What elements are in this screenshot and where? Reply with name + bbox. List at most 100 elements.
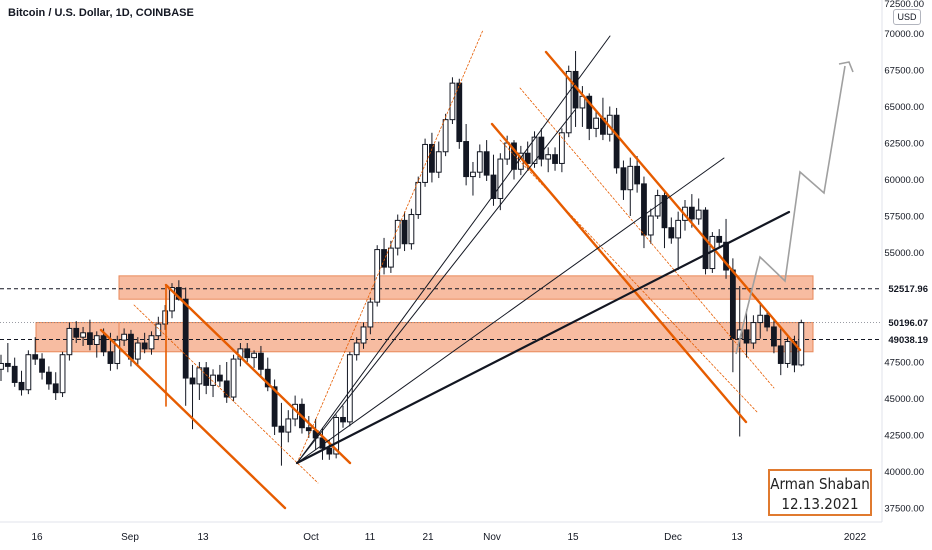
candle[interactable] xyxy=(627,157,634,216)
candle[interactable] xyxy=(230,354,237,402)
candle[interactable] xyxy=(18,370,25,396)
candle-body-up xyxy=(360,326,367,344)
candle[interactable] xyxy=(784,337,791,368)
candle-body-up xyxy=(210,374,216,386)
candle[interactable] xyxy=(360,322,367,349)
candle[interactable] xyxy=(695,198,702,225)
candle[interactable] xyxy=(258,345,264,377)
candle[interactable] xyxy=(723,218,729,279)
candle[interactable] xyxy=(121,328,128,346)
candle[interactable] xyxy=(182,287,189,406)
candle[interactable] xyxy=(798,319,805,367)
candle[interactable] xyxy=(647,208,654,244)
candle[interactable] xyxy=(169,283,175,319)
candle-body-up xyxy=(148,335,155,350)
currency-button[interactable]: USD xyxy=(893,9,921,25)
candle-body-down xyxy=(100,335,107,353)
candle[interactable] xyxy=(59,351,66,398)
time-tick-label: Oct xyxy=(303,532,319,543)
candle[interactable] xyxy=(470,161,476,196)
candle[interactable] xyxy=(757,303,764,339)
candle[interactable] xyxy=(278,402,285,466)
candle[interactable] xyxy=(216,364,223,387)
candle[interactable] xyxy=(435,141,442,179)
candle[interactable] xyxy=(340,405,346,428)
candle[interactable] xyxy=(251,350,257,368)
candle[interactable] xyxy=(538,128,545,167)
candle[interactable] xyxy=(223,362,230,403)
candle[interactable] xyxy=(114,335,121,370)
candle[interactable] xyxy=(0,354,4,381)
time-tick-label: 13 xyxy=(197,532,209,543)
candle[interactable] xyxy=(45,366,52,390)
candle[interactable] xyxy=(429,132,435,183)
candle[interactable] xyxy=(511,140,517,180)
candle[interactable] xyxy=(387,240,394,273)
candle[interactable] xyxy=(203,362,210,395)
candle[interactable] xyxy=(66,322,73,361)
candle-body-down xyxy=(613,114,620,169)
candle[interactable] xyxy=(381,237,387,275)
candle[interactable] xyxy=(613,107,620,174)
candle[interactable] xyxy=(716,229,723,249)
candle[interactable] xyxy=(39,353,45,380)
fan-line-1 xyxy=(296,35,611,464)
candle[interactable] xyxy=(675,211,682,271)
candle[interactable] xyxy=(593,110,599,138)
candle[interactable] xyxy=(80,326,86,346)
candle[interactable] xyxy=(11,357,18,387)
ascending-trendline xyxy=(295,210,791,465)
candle[interactable] xyxy=(196,362,203,400)
candle[interactable] xyxy=(743,309,750,358)
candle[interactable] xyxy=(73,321,80,344)
candle[interactable] xyxy=(210,369,216,398)
candle[interactable] xyxy=(244,343,251,362)
candle[interactable] xyxy=(353,337,360,361)
candle[interactable] xyxy=(764,310,770,332)
dec-channel-upper xyxy=(544,50,802,352)
candle[interactable] xyxy=(162,305,169,330)
candle[interactable] xyxy=(87,319,93,351)
candle[interactable] xyxy=(497,153,504,211)
price-tick-label: 72500.00 xyxy=(884,0,924,10)
candle[interactable] xyxy=(285,410,292,443)
candle[interactable] xyxy=(134,337,141,365)
candle[interactable] xyxy=(483,140,490,181)
candle-body-down xyxy=(716,235,723,243)
candle[interactable] xyxy=(25,350,32,395)
candle-body-up xyxy=(0,362,4,370)
candle[interactable] xyxy=(777,326,784,376)
candle[interactable] xyxy=(750,315,757,349)
candle[interactable] xyxy=(32,337,39,365)
candle[interactable] xyxy=(552,147,558,171)
candle[interactable] xyxy=(545,147,552,173)
candle[interactable] xyxy=(490,154,497,206)
candle[interactable] xyxy=(148,331,155,355)
candle[interactable] xyxy=(476,144,483,179)
candle[interactable] xyxy=(771,319,777,354)
candle-body-down xyxy=(32,354,39,360)
candle[interactable] xyxy=(668,217,675,244)
candle[interactable] xyxy=(52,372,59,400)
candle[interactable] xyxy=(558,128,565,173)
candle[interactable] xyxy=(401,211,408,252)
candle[interactable] xyxy=(141,332,148,354)
candle-body-down xyxy=(326,447,333,455)
author-date: 12.13.2021 xyxy=(781,495,859,513)
candle[interactable] xyxy=(415,176,422,219)
candle-body-down xyxy=(223,380,230,398)
candle[interactable] xyxy=(367,297,374,335)
candle[interactable] xyxy=(620,160,627,200)
candle[interactable] xyxy=(408,208,415,250)
candle[interactable] xyxy=(374,245,381,307)
candle[interactable] xyxy=(634,156,641,193)
candle[interactable] xyxy=(422,138,428,187)
candle[interactable] xyxy=(456,78,463,149)
drawings[interactable] xyxy=(99,29,854,510)
candle[interactable] xyxy=(442,113,449,157)
candle[interactable] xyxy=(264,357,271,392)
candle[interactable] xyxy=(463,124,470,186)
candle[interactable] xyxy=(4,343,11,373)
candle[interactable] xyxy=(93,331,100,358)
